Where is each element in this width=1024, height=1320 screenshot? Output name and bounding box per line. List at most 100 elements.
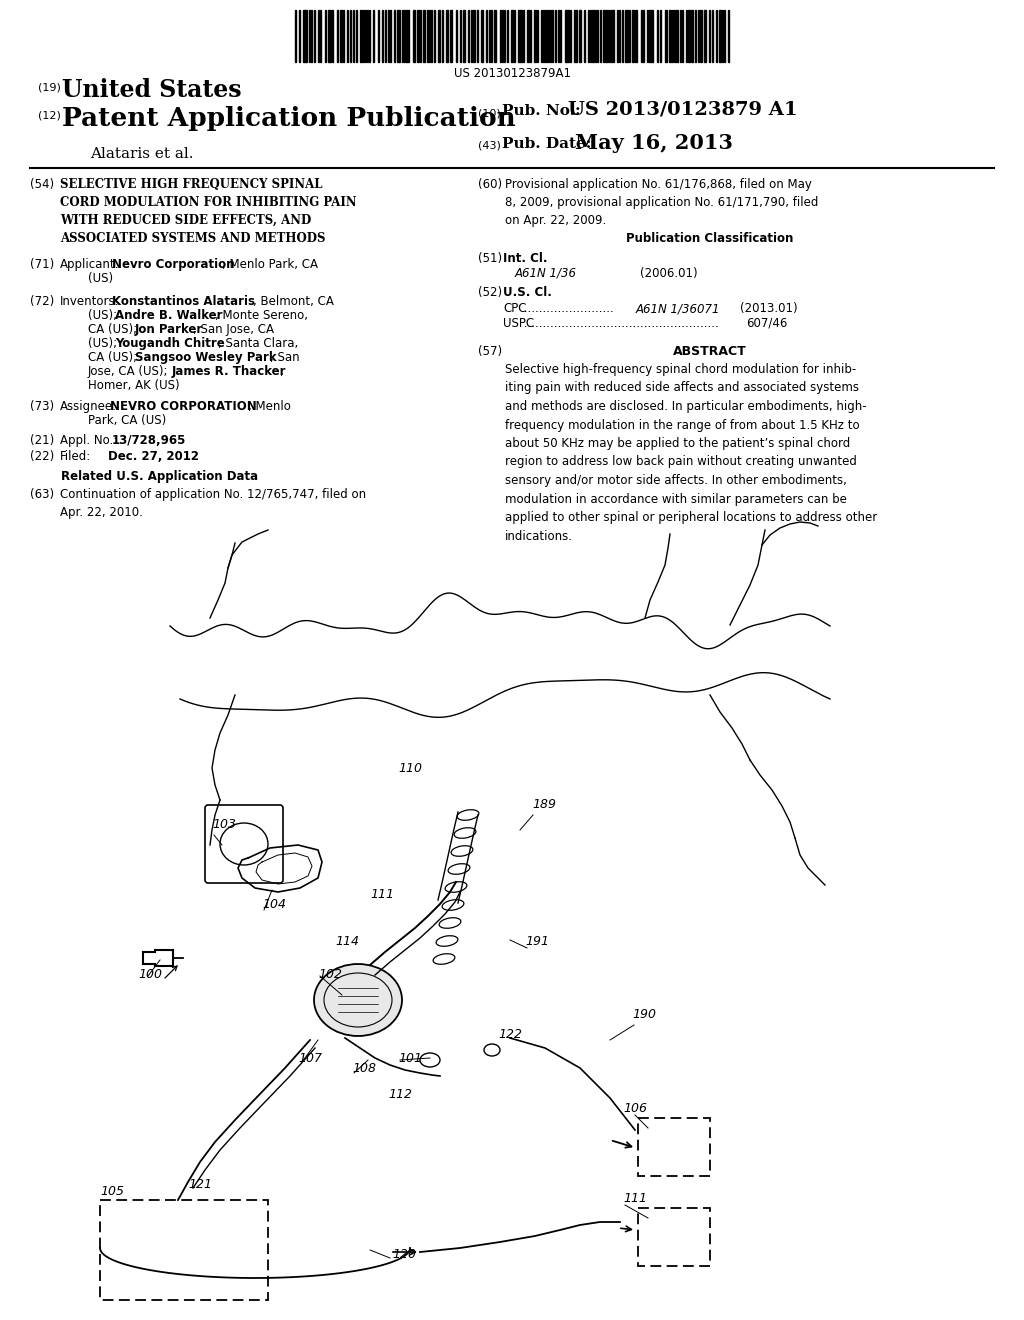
Bar [494,11,496,62]
Bar [632,11,634,62]
Bar [700,11,702,62]
Text: 111: 111 [370,888,394,902]
Bar [340,11,342,62]
Text: Continuation of application No. 12/765,747, filed on
Apr. 22, 2010.: Continuation of application No. 12/765,7… [60,488,367,519]
Text: (2006.01): (2006.01) [640,267,697,280]
Text: ....................................................: ........................................… [520,317,719,330]
Text: (10): (10) [478,108,501,117]
Text: (12): (12) [38,110,60,120]
Bar [438,11,440,62]
Text: , San: , San [270,351,300,364]
Text: 108: 108 [352,1063,376,1074]
Text: A61N 1/36071: A61N 1/36071 [636,302,721,315]
Text: Filed:: Filed: [60,450,91,463]
Text: CA (US);: CA (US); [88,351,137,364]
Text: James R. Thacker: James R. Thacker [172,366,287,378]
Bar [688,11,690,62]
Bar [625,11,628,62]
Text: A61N 1/36: A61N 1/36 [515,267,577,280]
Text: CPC: CPC [503,302,526,315]
Text: CA (US);: CA (US); [88,323,137,337]
Text: Int. Cl.: Int. Cl. [503,252,548,265]
Text: 103: 103 [212,818,236,832]
Text: (73): (73) [30,400,54,413]
Text: 100: 100 [138,968,162,981]
Text: (51): (51) [478,252,502,265]
Bar [446,11,449,62]
Bar [574,11,577,62]
Text: Inventors:: Inventors: [60,294,120,308]
Text: 102: 102 [318,968,342,981]
Text: 189: 189 [532,799,556,810]
Text: (US): (US) [88,272,113,285]
Text: (71): (71) [30,257,54,271]
Text: Park, CA (US): Park, CA (US) [88,414,166,426]
Text: US 20130123879A1: US 20130123879A1 [454,67,570,81]
Text: 121: 121 [188,1177,212,1191]
Bar [303,11,307,62]
Bar [328,11,331,62]
Text: , Belmont, CA: , Belmont, CA [253,294,334,308]
Text: 110: 110 [398,762,422,775]
Text: Pub. Date:: Pub. Date: [502,137,592,150]
Text: May 16, 2013: May 16, 2013 [575,133,733,153]
Bar [413,11,415,62]
Text: (US);: (US); [88,337,117,350]
Bar [638,1118,710,1176]
Text: Appl. No.:: Appl. No.: [60,434,118,447]
Text: U.S. Cl.: U.S. Cl. [503,286,552,300]
Bar [565,11,569,62]
Text: Selective high-frequency spinal chord modulation for inhib-
iting pain with redu: Selective high-frequency spinal chord mo… [505,363,878,543]
Text: 107: 107 [298,1052,322,1065]
Bar [638,1208,710,1266]
Text: 190: 190 [632,1008,656,1020]
Text: (43): (43) [478,140,501,150]
Bar [612,11,614,62]
Bar [579,11,581,62]
Text: Nevro Corporation: Nevro Corporation [112,257,234,271]
Text: (72): (72) [30,294,54,308]
Text: Jose, CA (US);: Jose, CA (US); [88,366,169,378]
Bar [473,11,475,62]
Text: USPC: USPC [503,317,535,330]
Text: Assignee:: Assignee: [60,400,117,413]
Text: Sangsoo Wesley Park: Sangsoo Wesley Park [135,351,276,364]
Bar [100,1200,268,1300]
Text: Related U.S. Application Data: Related U.S. Application Data [61,470,259,483]
Bar [545,11,547,62]
Text: , San Jose, CA: , San Jose, CA [193,323,274,337]
Bar [406,11,409,62]
Text: Dec. 27, 2012: Dec. 27, 2012 [108,450,199,463]
Bar [360,11,362,62]
Bar [665,11,667,62]
Text: , Menlo: , Menlo [248,400,291,413]
Text: Provisional application No. 61/176,868, filed on May
8, 2009, provisional applic: Provisional application No. 61/176,868, … [505,178,818,227]
Text: (22): (22) [30,450,54,463]
Ellipse shape [314,964,402,1036]
Text: Yougandh Chitre: Yougandh Chitre [115,337,224,350]
Bar [669,11,671,62]
Text: 104: 104 [262,898,286,911]
Text: Pub. No.:: Pub. No.: [502,104,581,117]
Bar [691,11,693,62]
Text: (US);: (US); [88,309,117,322]
Bar [719,11,721,62]
Text: ABSTRACT: ABSTRACT [673,345,746,358]
Bar [481,11,483,62]
Bar [635,11,637,62]
Text: (54): (54) [30,178,54,191]
Text: ,: , [279,366,283,378]
Text: (63): (63) [30,488,54,502]
Bar [423,11,425,62]
Text: 122: 122 [498,1028,522,1041]
Bar [518,11,522,62]
Text: 112: 112 [388,1088,412,1101]
Text: (21): (21) [30,434,54,447]
Text: 607/46: 607/46 [746,317,787,330]
Text: (60): (60) [478,178,502,191]
Text: SELECTIVE HIGH FREQUENCY SPINAL
CORD MODULATION FOR INHIBITING PAIN
WITH REDUCED: SELECTIVE HIGH FREQUENCY SPINAL CORD MOD… [60,178,356,246]
Text: Patent Application Publication: Patent Application Publication [62,106,516,131]
Text: US 2013/0123879 A1: US 2013/0123879 A1 [568,102,798,119]
Text: Homer, AK (US): Homer, AK (US) [88,379,179,392]
Bar [649,11,653,62]
